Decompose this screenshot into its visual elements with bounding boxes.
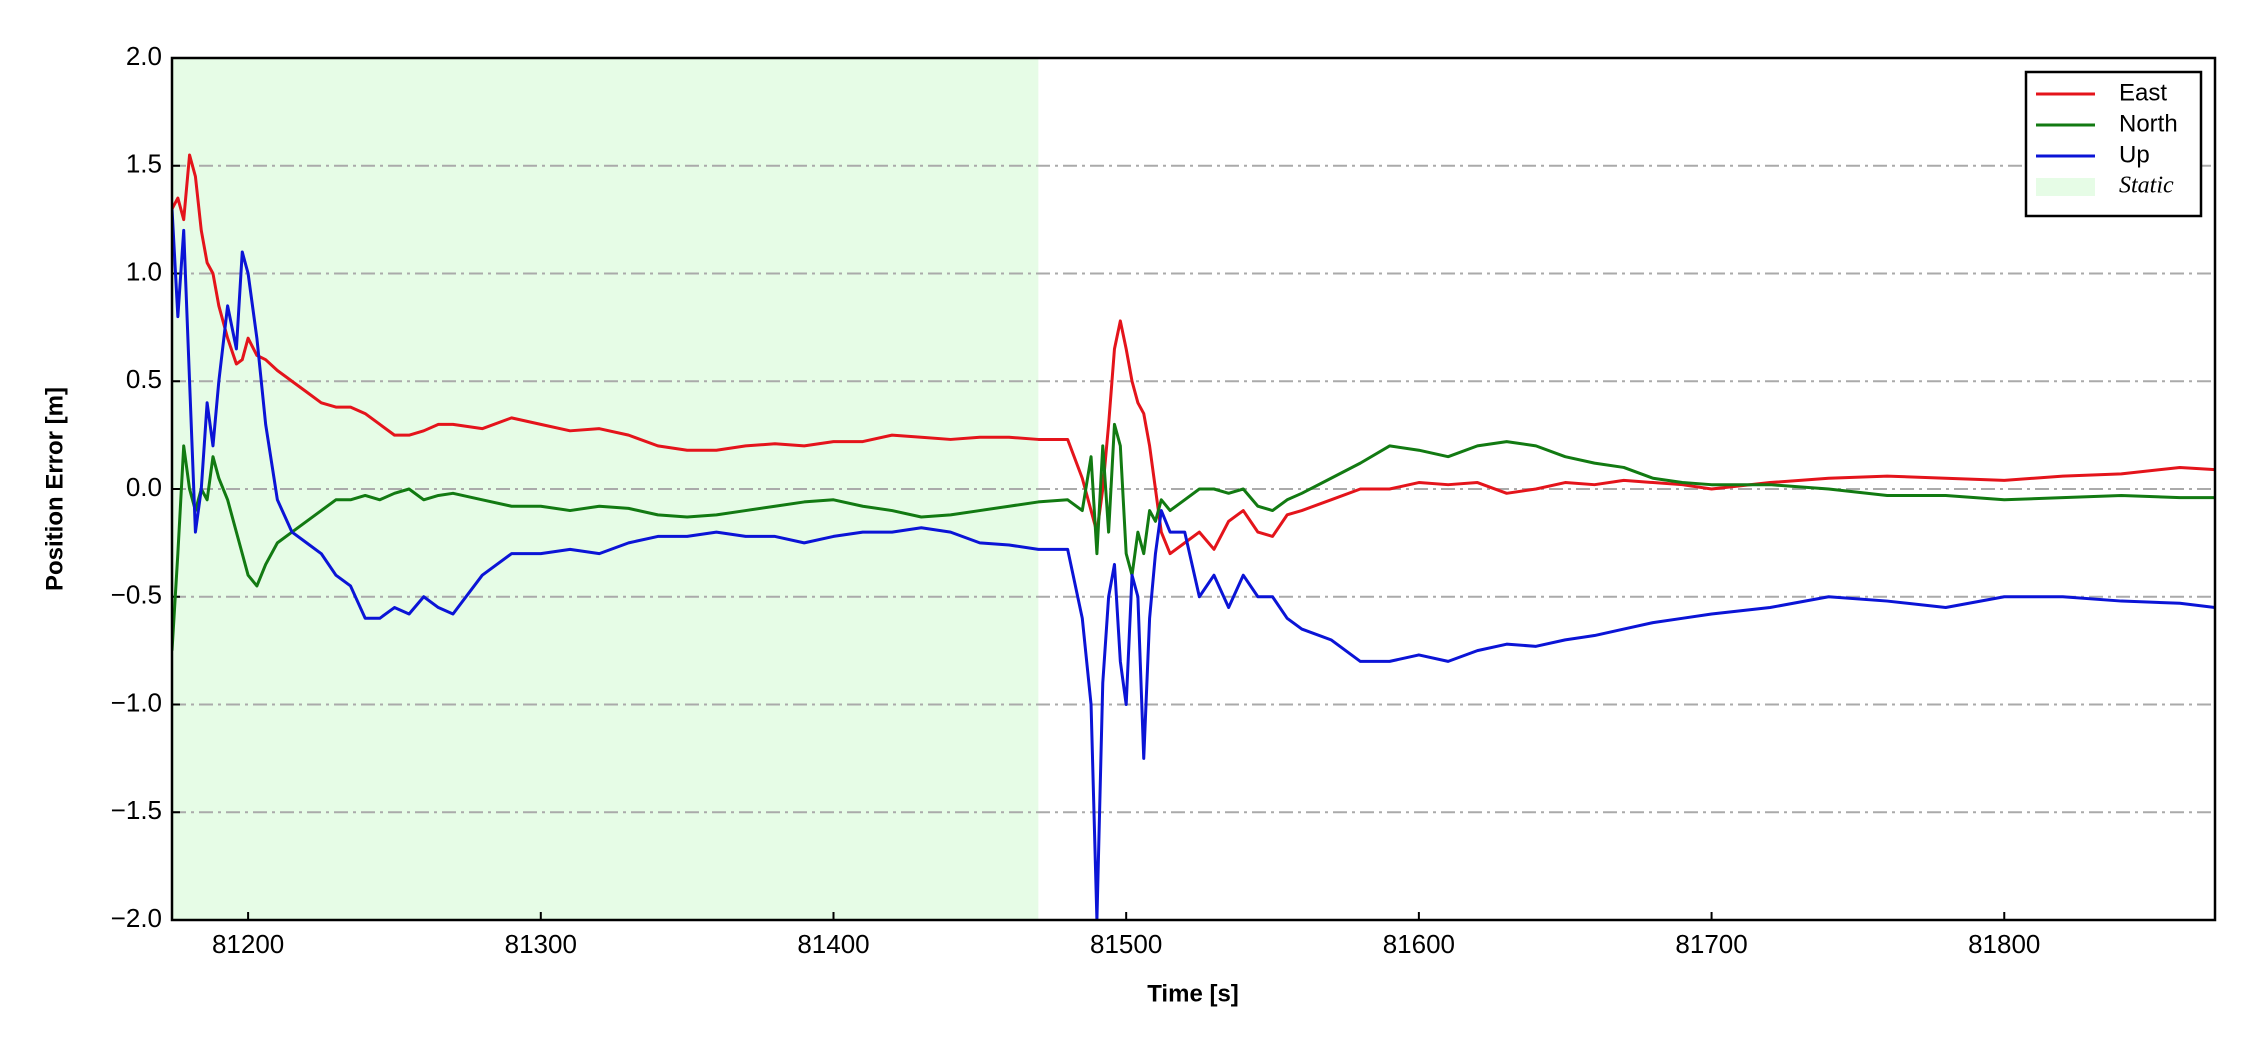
x-axis-label: Time [s] xyxy=(1147,980,1239,1007)
line-series xyxy=(172,153,2215,556)
x-tick-label: 81300 xyxy=(505,929,577,959)
y-tick-label: −1.5 xyxy=(111,795,162,825)
legend-swatch xyxy=(2036,178,2095,196)
y-tick-label: −1.0 xyxy=(111,687,162,717)
y-tick-label: −2.0 xyxy=(111,903,162,933)
line-series xyxy=(172,422,2215,651)
x-tick-label: 81200 xyxy=(212,929,284,959)
y-tick-label: 0.5 xyxy=(126,364,162,394)
line-series xyxy=(172,208,2215,920)
x-tick-label: 81400 xyxy=(797,929,869,959)
plot-frame xyxy=(170,56,2217,922)
series-group xyxy=(172,153,2215,920)
legend-label: East xyxy=(2119,79,2167,106)
x-tick-label: 81500 xyxy=(1090,929,1162,959)
y-tick-label: 0.0 xyxy=(126,472,162,502)
y-tick-label: 1.5 xyxy=(126,149,162,179)
y-tick-label: −0.5 xyxy=(111,580,162,610)
x-tick-label: 81800 xyxy=(1968,929,2040,959)
legend-label: Up xyxy=(2119,141,2150,168)
y-axis-label: Position Error [m] xyxy=(41,387,68,591)
x-tick-label: 81700 xyxy=(1675,929,1747,959)
legend-label: Static xyxy=(2119,173,2174,199)
legend-label: North xyxy=(2119,110,2178,137)
y-tick-label: 1.0 xyxy=(126,256,162,286)
x-tick-label: 81600 xyxy=(1383,929,1455,959)
y-tick-label: 2.0 xyxy=(126,41,162,71)
